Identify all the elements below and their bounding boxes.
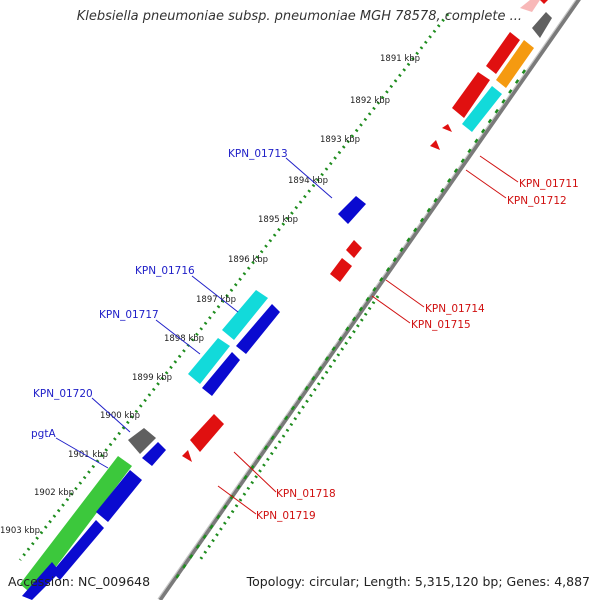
kbp-label: 1891 kbp [380,54,420,64]
gene-red-2[interactable] [452,72,490,118]
kbp-label: 1894 kbp [288,176,328,186]
kbp-label: 1900 kbp [100,411,140,421]
genome-summary: Topology: circular; Length: 5,315,120 bp… [246,574,590,589]
gene-red-1[interactable] [486,32,520,74]
gene-red-small-1[interactable] [442,124,452,132]
map-title: Klebsiella pneumoniae subsp. pneumoniae … [76,9,522,24]
gene-blue-pgtA-b[interactable] [96,470,142,522]
gene-label-kpn-01711[interactable]: KPN_01711 [519,178,579,190]
backbone-highlight [157,0,577,600]
gene-kpn-01716[interactable] [222,290,268,340]
kbp-label: 1897 kbp [196,295,236,305]
gene-label-kpn-01720[interactable]: KPN_01720 [33,388,93,400]
kbp-label: 1898 kbp [164,334,204,344]
accession-label: Accession: NC_009648 [8,574,151,589]
gene-kpn-01714[interactable] [346,240,362,258]
kbp-label: 1893 kbp [320,135,360,145]
gene-kpn-01718[interactable] [190,414,224,452]
gene-gray-top[interactable] [532,12,552,38]
gene-blue-720b[interactable] [142,442,166,466]
gene-kpn-01717[interactable] [188,338,230,384]
gene-label-kpn-01719[interactable]: KPN_01719 [256,510,316,522]
gene-label-kpn-01714[interactable]: KPN_01714 [425,303,485,315]
gene-red-top[interactable] [540,0,548,4]
kbp-label: 1901 kbp [68,450,108,460]
leader-lines-right [217,155,519,515]
gene-label-kpn-01715[interactable]: KPN_01715 [411,319,471,331]
gene-blue-716b[interactable] [236,304,280,354]
gene-label-kpn-01713[interactable]: KPN_01713 [228,148,288,160]
kbp-label: 1892 kbp [350,96,390,106]
gene-kpn-01715[interactable] [330,258,352,282]
gene-blue-717b[interactable] [202,352,240,396]
backbone [158,0,581,600]
gene-label-pgtA[interactable]: pgtA [31,428,56,440]
kbp-label: 1903 kbp [0,526,40,536]
kbp-label: 1896 kbp [228,255,268,265]
gene-pgtA[interactable] [20,456,132,596]
gene-label-kpn-01716[interactable]: KPN_01716 [135,265,195,277]
gene-pink[interactable] [520,0,540,12]
gene-labels-right: KPN_01711 KPN_01712 KPN_01714 KPN_01715 … [256,178,579,522]
gene-blue-lower-2[interactable] [22,562,60,600]
gene-blue-lower-1[interactable] [52,520,104,580]
gene-label-kpn-01717[interactable]: KPN_01717 [99,309,159,321]
gene-blocks [20,0,552,600]
gene-label-kpn-01712[interactable]: KPN_01712 [507,195,567,207]
gene-label-kpn-01718[interactable]: KPN_01718 [276,488,336,500]
kbp-label: 1902 kbp [34,488,74,498]
gene-kpn-01719[interactable] [182,450,192,462]
gene-red-small-2[interactable] [430,140,440,150]
gene-labels-left: KPN_01713 KPN_01716 KPN_01717 KPN_01720 … [31,148,288,440]
kbp-label: 1899 kbp [132,373,172,383]
gene-cyan-top[interactable] [462,86,502,132]
leader-lines-left [55,157,333,469]
gene-kpn-01713[interactable] [338,196,366,224]
gene-orange[interactable] [496,40,534,88]
kbp-labels: 1891 kbp 1892 kbp 1893 kbp 1894 kbp 1895… [0,54,420,536]
kbp-label: 1895 kbp [258,215,298,225]
gene-kpn-01720[interactable] [128,428,156,454]
